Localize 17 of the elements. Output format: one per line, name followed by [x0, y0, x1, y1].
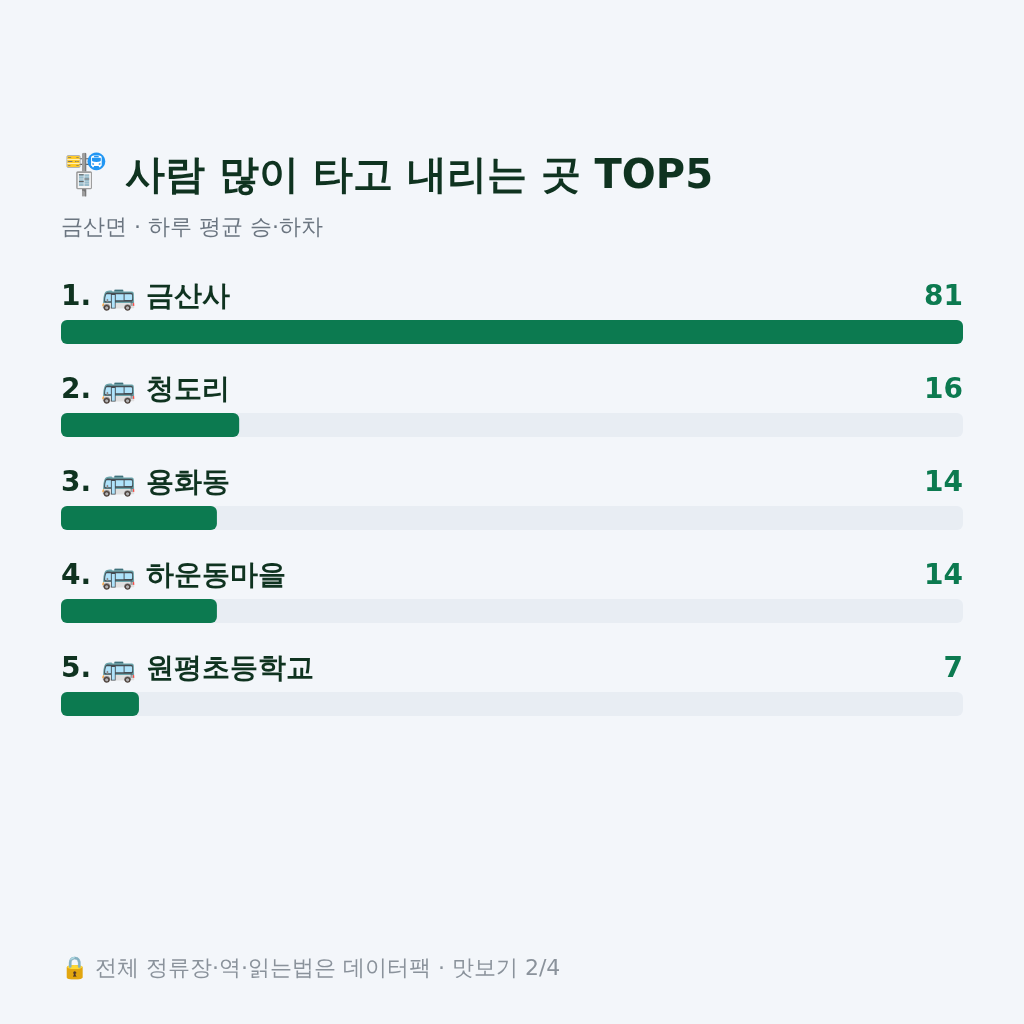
bar — [61, 599, 217, 623]
bar — [61, 506, 217, 530]
data-label: 16 — [924, 372, 963, 405]
chart-subtitle: 금산면 · 하루 평균 승·하차 — [61, 214, 323, 239]
y-tick-label: 3. 🚌 용화동 — [61, 465, 230, 498]
data-label: 7 — [943, 651, 963, 684]
chart-title: 🚏 사람 많이 타고 내리는 곳 TOP5 — [61, 151, 713, 197]
bar — [61, 692, 139, 716]
y-tick-label: 4. 🚌 하운동마을 — [61, 558, 286, 591]
y-tick-label: 2. 🚌 청도리 — [61, 372, 230, 405]
data-label: 81 — [924, 279, 963, 312]
bar — [61, 413, 240, 437]
text: 🔒 전체 정류장·역·읽는법은 데이터팩 · 맛보기 2/4 — [61, 955, 561, 980]
y-tick-label: 5. 🚌 원평초등학교 — [61, 651, 314, 684]
y-tick-label: 1. 🚌 금산사 — [61, 279, 230, 312]
data-label: 14 — [924, 558, 963, 591]
data-label: 14 — [924, 465, 963, 498]
